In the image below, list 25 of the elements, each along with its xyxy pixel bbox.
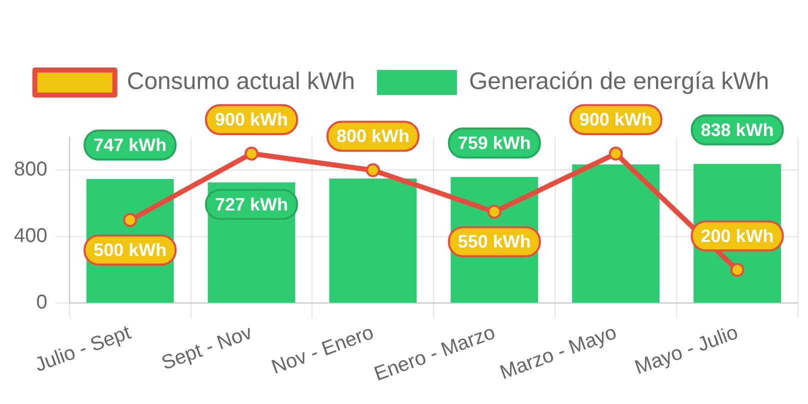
- x-tick-label: Marzo - Mayo: [497, 322, 620, 384]
- x-tick-label: Sept - Nov: [158, 322, 256, 375]
- point: [730, 262, 744, 277]
- data-label: 838 kWh: [700, 120, 774, 140]
- data-label: 727 kWh: [215, 194, 288, 214]
- data-label: 550 kWh: [458, 232, 531, 252]
- legend-label: Consumo actual kWh: [126, 68, 355, 96]
- legend-label: Generación de energía kWh: [468, 68, 770, 96]
- point: [123, 213, 138, 228]
- y-tick-label: 0: [36, 292, 48, 314]
- data-label: 900 kWh: [215, 110, 288, 130]
- data-label: 747 kWh: [94, 134, 167, 155]
- point: [487, 204, 502, 219]
- y-tick-label: 400: [14, 225, 48, 248]
- data-label: 500 kWh: [94, 240, 167, 260]
- x-tick-label: Julio - Sept: [32, 321, 134, 376]
- point: [608, 146, 623, 161]
- y-tick-label: 800: [14, 158, 48, 181]
- x-tick-label: Mayo - Julio: [632, 322, 741, 380]
- data-label: 800 kWh: [336, 126, 410, 146]
- data-label: 900 kWh: [579, 110, 652, 130]
- point: [244, 146, 259, 161]
- data-label: 200 kWh: [700, 226, 774, 246]
- point: [366, 163, 380, 178]
- data-label: 759 kWh: [458, 133, 531, 153]
